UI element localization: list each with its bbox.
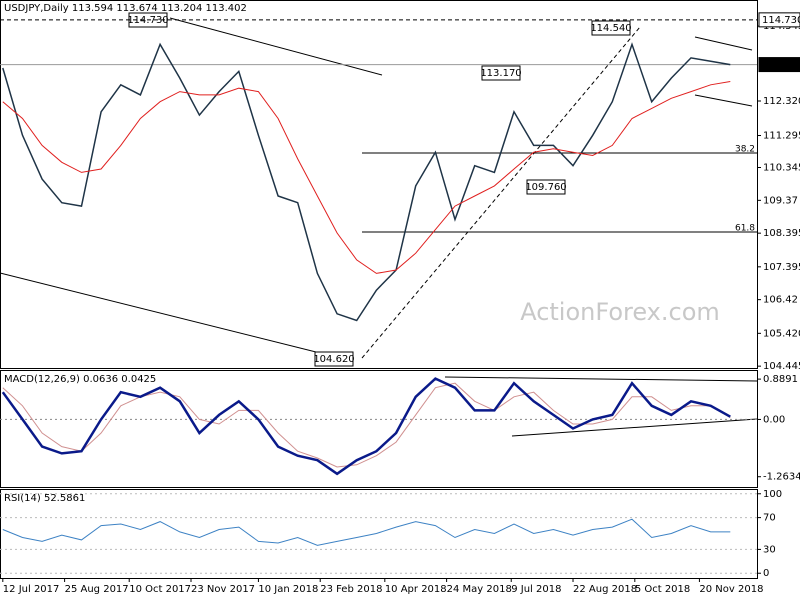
level-box xyxy=(758,57,800,73)
level-label: 114.730 xyxy=(762,15,800,26)
x-tick-label: 10 Apr 2018 xyxy=(385,584,447,595)
x-tick-label: 22 Aug 2018 xyxy=(573,584,637,595)
annotation: 114.730 xyxy=(127,15,168,26)
y-tick-label: 110.345 xyxy=(763,163,800,174)
y-tick-label: 111.295 xyxy=(763,131,800,142)
y-tick-label: 30 xyxy=(763,544,776,555)
x-tick-label: 23 Feb 2018 xyxy=(320,584,382,595)
level-box xyxy=(758,12,800,28)
panel-frame xyxy=(0,0,758,369)
panel-frame xyxy=(0,370,758,488)
annotation: 38.2 xyxy=(735,145,755,155)
annotation-box xyxy=(314,351,354,367)
x-tick-label: 12 Jul 2017 xyxy=(3,584,60,595)
series-line xyxy=(2,81,731,274)
y-tick-label: -1.2634 xyxy=(763,472,800,483)
annotation: 114.540 xyxy=(590,23,631,34)
trendline xyxy=(0,272,341,359)
trendline xyxy=(361,26,641,359)
x-tick-label: 25 Aug 2017 xyxy=(65,584,129,595)
y-tick-label: 112.320 xyxy=(763,96,800,107)
annotation: 113.170 xyxy=(480,68,521,79)
annotation-box xyxy=(591,20,631,36)
header: USDJPY,Daily 113.594 113.674 113.204 113… xyxy=(4,3,247,14)
y-tick-label: 0.00 xyxy=(763,414,785,425)
trendline xyxy=(694,36,753,51)
y-tick-label: 108.395 xyxy=(763,228,800,239)
watermark: ActionForex.com xyxy=(520,298,720,326)
panel-title: RSI(14) 52.5861 xyxy=(4,493,85,504)
level-label: 113.402 xyxy=(762,60,800,71)
annotation: 109.760 xyxy=(525,182,566,193)
y-tick-label: 109.37 xyxy=(763,195,798,206)
series-line xyxy=(2,382,731,468)
x-tick-label: 20 Nov 2018 xyxy=(699,584,763,595)
x-tick-label: 10 Jan 2018 xyxy=(258,584,318,595)
annotation: 61.8 xyxy=(735,224,755,234)
y-tick-label: 105.420 xyxy=(763,328,800,339)
annotation-box xyxy=(526,179,566,195)
trendline xyxy=(169,17,383,76)
trendline xyxy=(694,94,753,107)
y-tick-label: 70 xyxy=(763,513,776,524)
y-tick-label: 104.445 xyxy=(763,361,800,372)
x-tick-label: 9 Jul 2018 xyxy=(511,584,561,595)
series-line xyxy=(2,42,731,322)
trendline xyxy=(444,376,758,382)
annotation-box xyxy=(481,65,521,81)
y-tick-label: 0.8891 xyxy=(763,374,798,385)
y-tick-label: 107.395 xyxy=(763,262,800,273)
trendline xyxy=(511,418,758,437)
x-tick-label: 24 May 2018 xyxy=(447,584,512,595)
x-tick-label: 5 Oct 2018 xyxy=(635,584,690,595)
series-line xyxy=(2,518,731,546)
y-tick-label: 106.42 xyxy=(763,295,798,306)
x-tick-label: 10 Oct 2017 xyxy=(129,584,191,595)
series-line xyxy=(1,377,731,476)
y-tick-label: 0 xyxy=(763,568,769,579)
panel-frame xyxy=(0,489,758,579)
x-tick-label: 23 Nov 2017 xyxy=(191,584,255,595)
annotation: 104.620 xyxy=(313,354,354,365)
panel-title: MACD(12,26,9) 0.0636 0.0425 xyxy=(4,374,156,385)
y-tick-label: 100 xyxy=(763,489,782,500)
